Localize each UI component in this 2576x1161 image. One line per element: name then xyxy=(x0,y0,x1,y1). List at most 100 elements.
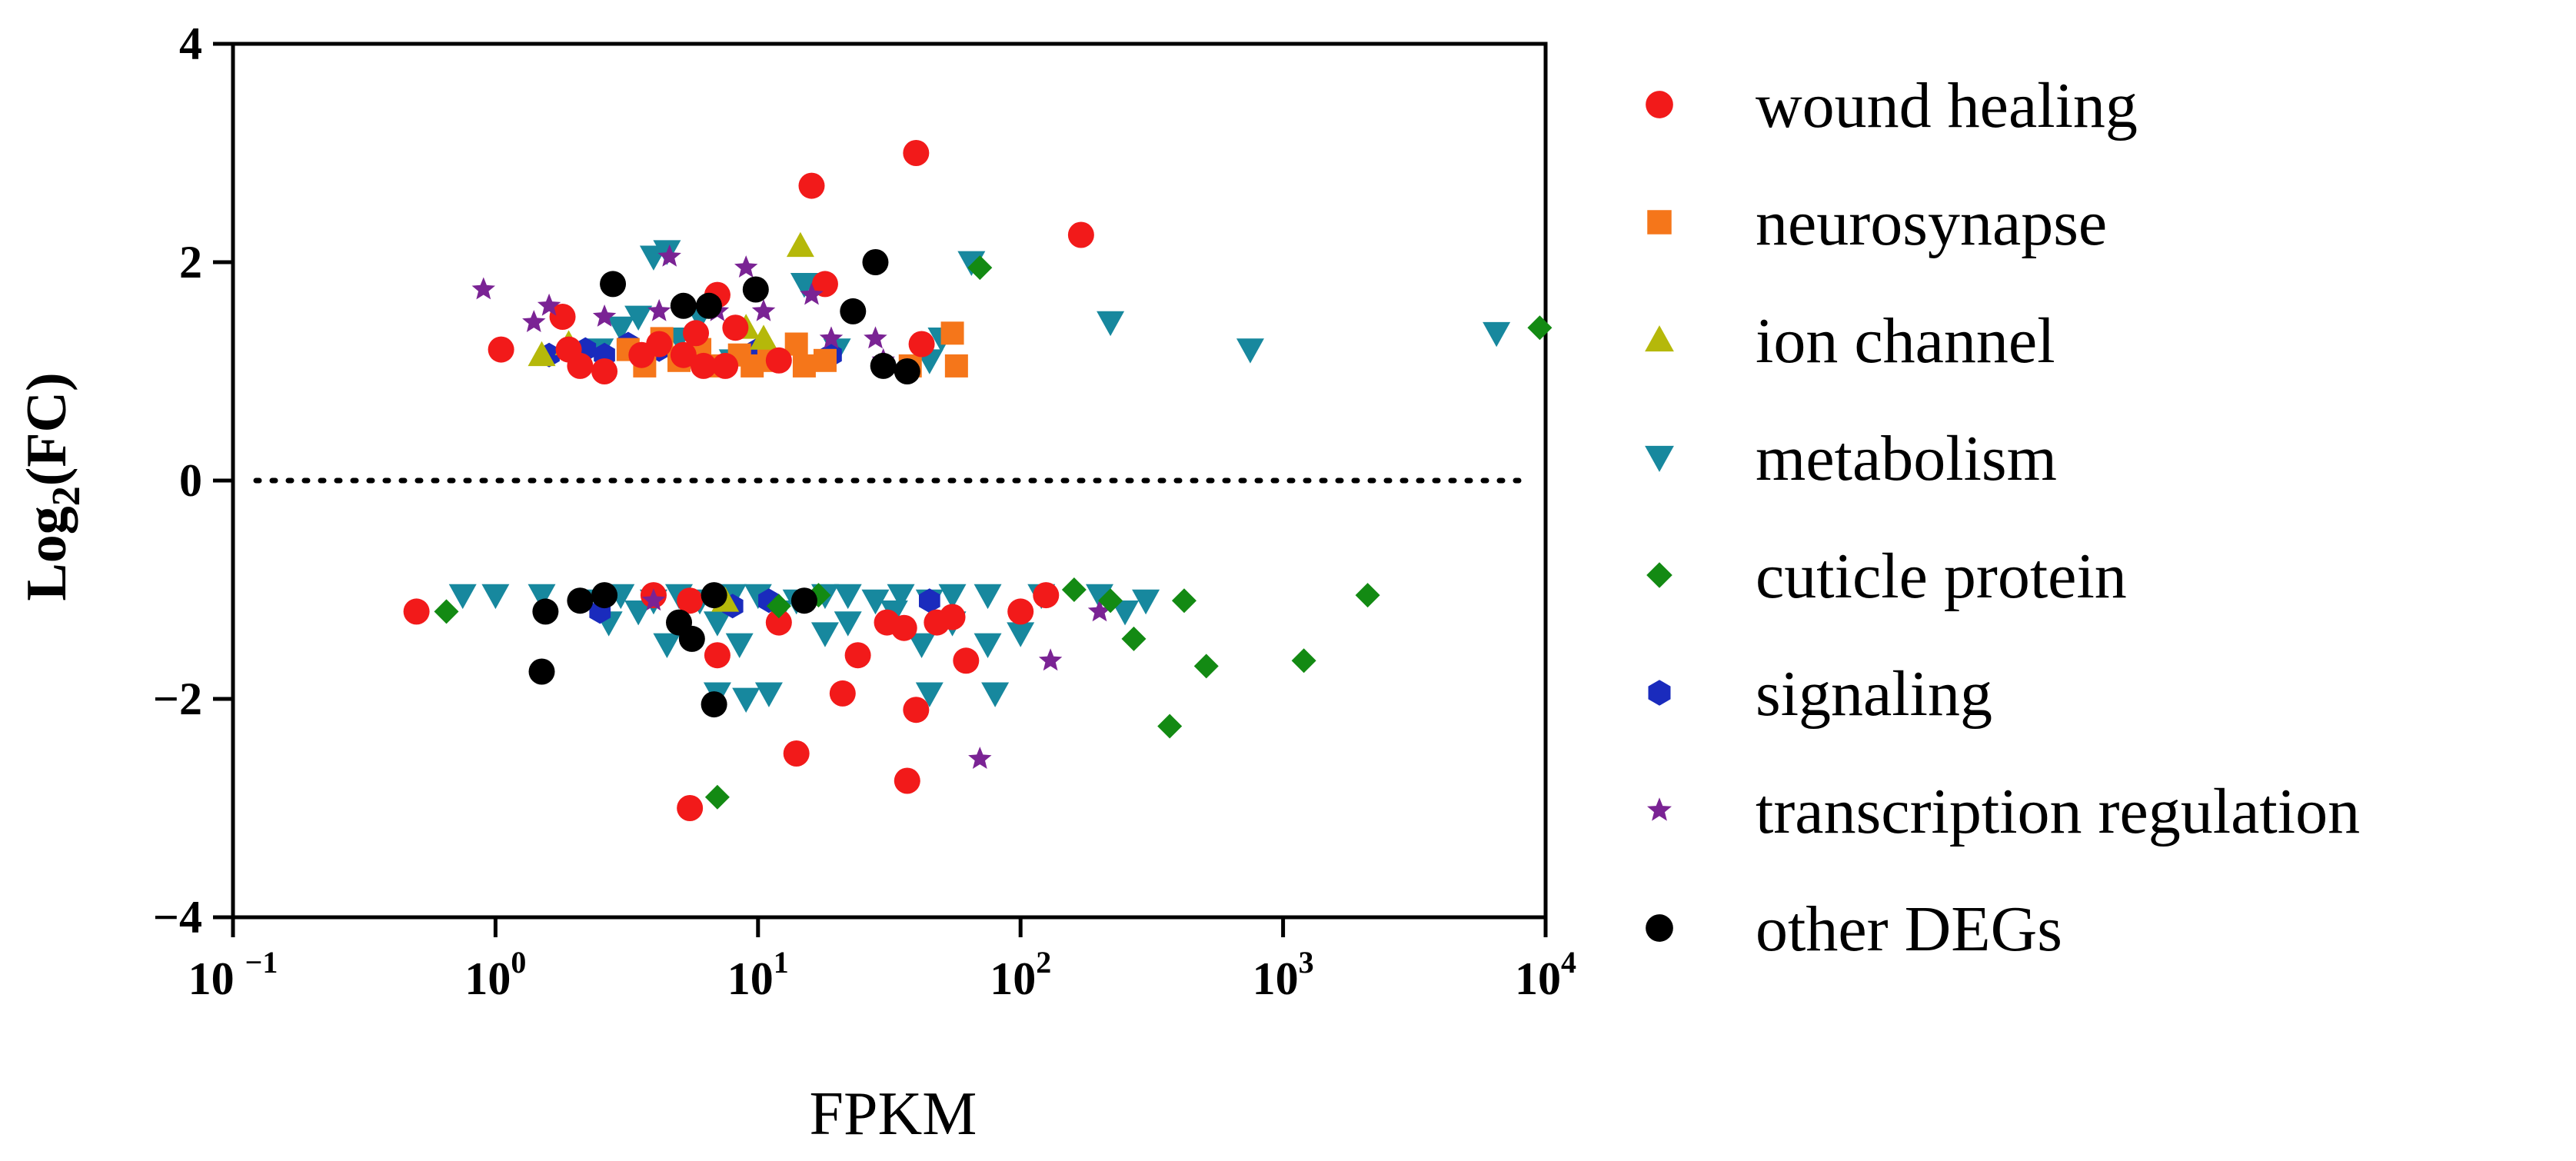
data-point xyxy=(537,293,561,316)
data-point xyxy=(549,304,576,330)
data-point xyxy=(1132,589,1160,615)
data-point xyxy=(811,271,838,298)
data-point xyxy=(481,584,510,610)
axis-titles: FPKM Log2(FC) xyxy=(15,372,977,1148)
y-axis-title: Log2(FC) xyxy=(15,372,88,600)
data-point xyxy=(725,633,754,658)
data-point xyxy=(448,584,477,610)
data-point xyxy=(939,604,966,630)
data-point xyxy=(800,282,824,305)
data-point xyxy=(1038,648,1063,671)
data-point xyxy=(488,336,514,363)
data-point xyxy=(908,331,935,358)
y-axis: 4 2 0 −2 −4 xyxy=(153,18,233,943)
legend-item: wound healing xyxy=(1646,70,2138,141)
series-other-degs xyxy=(528,249,920,718)
data-point xyxy=(670,292,697,319)
x-tick-label: 101 xyxy=(727,945,789,1004)
data-point xyxy=(829,680,856,707)
y-tick-label: 4 xyxy=(179,18,202,69)
data-point xyxy=(1061,577,1087,602)
legend-item: transcription regulation xyxy=(1647,776,2360,847)
data-point xyxy=(712,352,739,379)
data-point xyxy=(528,584,556,610)
legend-label: signaling xyxy=(1756,658,1992,730)
legend-marker xyxy=(1647,210,1672,235)
data-point xyxy=(703,611,731,637)
legend-label: wound healing xyxy=(1756,70,2138,141)
data-point xyxy=(1033,582,1060,609)
data-point xyxy=(751,298,776,321)
data-point xyxy=(734,255,758,278)
data-point xyxy=(646,331,673,358)
data-point xyxy=(840,298,867,324)
data-point xyxy=(890,614,917,641)
data-point xyxy=(1157,714,1183,739)
data-point xyxy=(647,298,671,321)
data-point xyxy=(766,594,791,619)
data-point xyxy=(944,354,968,378)
legend-marker xyxy=(1645,325,1674,352)
legend-label: neurosynapse xyxy=(1756,188,2107,259)
data-point xyxy=(742,276,769,303)
legend-label: other DEGs xyxy=(1756,893,2062,965)
legend: wound healing neurosynapse ion channel meta… xyxy=(1645,70,2360,965)
legend-item: cuticle protein xyxy=(1646,541,2127,612)
data-point xyxy=(894,358,920,384)
data-point xyxy=(722,314,749,341)
y-axis-title-text: Log2(FC) xyxy=(15,372,88,600)
data-point xyxy=(790,273,818,298)
y-tick-label: 0 xyxy=(179,455,202,506)
data-point xyxy=(528,658,555,685)
data-point xyxy=(1236,338,1264,364)
legend-marker xyxy=(1645,445,1674,472)
data-point xyxy=(704,642,731,669)
data-point xyxy=(690,352,717,379)
data-point xyxy=(1171,588,1196,614)
data-point xyxy=(701,691,727,718)
data-point xyxy=(813,348,837,372)
y-tick-label: −4 xyxy=(153,892,202,943)
data-point xyxy=(607,316,635,342)
legend-marker xyxy=(1646,562,1672,588)
data-point xyxy=(834,611,862,637)
data-point xyxy=(907,633,936,658)
legend-marker xyxy=(1646,914,1673,942)
data-point xyxy=(624,600,653,626)
x-axis: 10 −1 100 101 102 103 104 xyxy=(188,917,1576,1004)
data-point xyxy=(701,582,727,609)
data-point xyxy=(471,277,495,300)
data-point xyxy=(1007,598,1034,625)
data-point xyxy=(798,172,825,199)
data-point xyxy=(677,795,704,821)
data-point xyxy=(1098,588,1123,614)
y-tick-label: −2 xyxy=(153,674,202,724)
series-metabolism xyxy=(448,240,1511,713)
data-point xyxy=(591,358,618,384)
y-tick-label: 2 xyxy=(179,237,202,288)
legend-item: signaling xyxy=(1648,658,1992,730)
series-wound-healing xyxy=(403,140,1094,821)
data-point xyxy=(783,740,810,767)
data-point xyxy=(754,682,783,707)
legend-item: other DEGs xyxy=(1646,893,2062,965)
data-point xyxy=(887,584,915,610)
data-point xyxy=(903,140,930,166)
data-point xyxy=(938,584,967,610)
data-point xyxy=(600,271,627,298)
series-cuticle-protein xyxy=(434,255,1553,810)
data-point xyxy=(953,647,980,674)
data-point xyxy=(1121,626,1147,651)
legend-label: transcription regulation xyxy=(1756,776,2360,847)
data-point xyxy=(765,347,792,374)
data-point xyxy=(677,587,704,614)
data-point xyxy=(784,332,808,356)
data-point xyxy=(434,599,459,624)
data-point xyxy=(567,352,594,379)
data-point xyxy=(678,625,705,652)
data-point xyxy=(968,747,992,769)
legend-label: cuticle protein xyxy=(1756,541,2127,612)
data-point xyxy=(657,244,681,267)
data-point xyxy=(670,341,697,368)
data-point xyxy=(653,633,681,658)
